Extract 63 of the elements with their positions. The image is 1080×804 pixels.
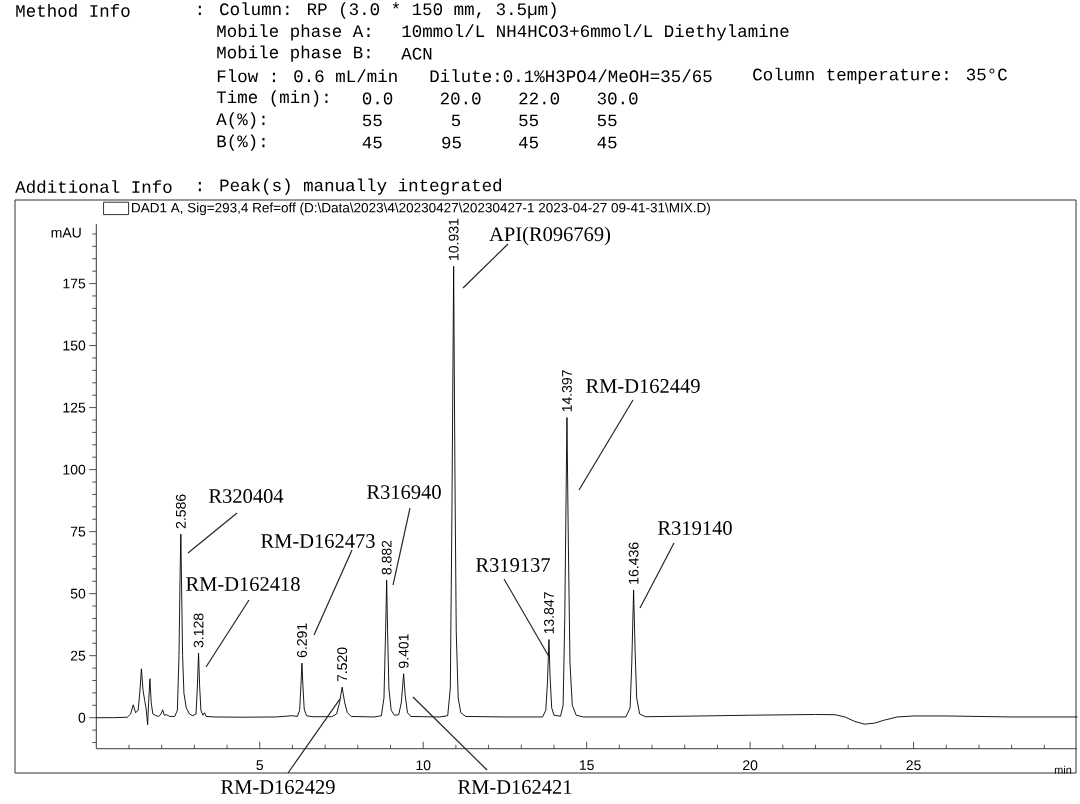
text: Additional Info: [15, 180, 172, 194]
text: Column temperature: 35°C: [753, 67, 1007, 84]
text: 20.0: [440, 92, 481, 105]
y-tick-label: 100: [63, 464, 86, 475]
text: 22.0: [519, 92, 560, 105]
text: 55: [362, 114, 382, 127]
text: Method Info: [16, 4, 130, 17]
annotation: R316940: [367, 485, 441, 499]
text: 45: [518, 136, 538, 149]
legend-label: DAD1 A, Sig=293,4 Ref=off (D:\Data\2023\4\20230427\20230427-1 2023-04-27 09-41-31\MIX.D): [132, 202, 710, 216]
y-tick-label: 75: [70, 526, 86, 537]
annotation: RM-D162418: [186, 577, 300, 591]
annotation: 2.586: [175, 494, 186, 529]
y-tick-label: 25: [70, 650, 86, 661]
text: 55: [519, 114, 538, 127]
annotation: 8.882: [381, 540, 392, 575]
text: ACN: [401, 47, 432, 60]
annotation: 13.847: [544, 592, 554, 634]
annotation: 10.931: [448, 218, 459, 260]
annotation: R320404: [209, 489, 284, 503]
annotation: 7.520: [337, 647, 348, 682]
annotation: 3.128: [193, 613, 204, 648]
text: 10mmol/L NH4HCO3+6mmol/L Diethylamine: [402, 24, 789, 41]
text: 45: [597, 136, 617, 149]
text: : Peak(s) manually integrated: [198, 178, 502, 195]
text: Flow : 0.6 mL/min: [217, 69, 397, 83]
text: A(%):: [216, 112, 265, 129]
text: Dilute:0.1%H3PO4/MeOH=35/65: [430, 69, 712, 83]
text: : Column: RP (3.0 * 150 mm, 3.5µm): [198, 2, 556, 19]
annotation: R319137: [476, 558, 550, 572]
y-tick-label: 0: [78, 712, 86, 723]
annotation: RM-D162449: [586, 379, 700, 393]
annotation: RM-D162473: [261, 534, 375, 548]
annotation: R319140: [658, 521, 732, 535]
annotation: API(R096769): [489, 226, 611, 246]
y-axis-title: mAU: [51, 227, 81, 238]
annotation: 14.397: [561, 370, 572, 412]
line-series: [95, 265, 1078, 726]
y-tick-label: 150: [63, 340, 86, 351]
annotation: 9.401: [398, 634, 409, 668]
text: Mobile phase A:: [217, 24, 370, 41]
text: 45: [362, 136, 382, 149]
text: Mobile phase B:: [217, 45, 370, 62]
text: 5: [451, 114, 461, 127]
x-tick-label: 20: [743, 760, 758, 771]
text: 0.0: [362, 92, 393, 105]
text: B(%):: [217, 134, 265, 151]
text: 95: [442, 136, 461, 149]
x-axis-title: min: [1054, 765, 1072, 774]
annotation: 6.291: [296, 623, 307, 658]
text: RM-D162421: [458, 780, 572, 794]
y-tick-label: 50: [70, 588, 86, 599]
x-tick-label: 25: [906, 760, 921, 771]
x-tick-label: 5: [256, 760, 264, 770]
text: 55: [597, 114, 617, 127]
annotation: RM-D162429: [221, 780, 335, 794]
y-tick-label: 125: [63, 402, 86, 413]
x-tick-label: 10: [416, 760, 431, 771]
x-tick-label: 15: [579, 760, 594, 770]
text: Time (min):: [216, 90, 328, 107]
text: 30.0: [597, 92, 638, 105]
y-tick-label: 175: [63, 278, 86, 289]
annotation: 16.436: [628, 542, 639, 584]
